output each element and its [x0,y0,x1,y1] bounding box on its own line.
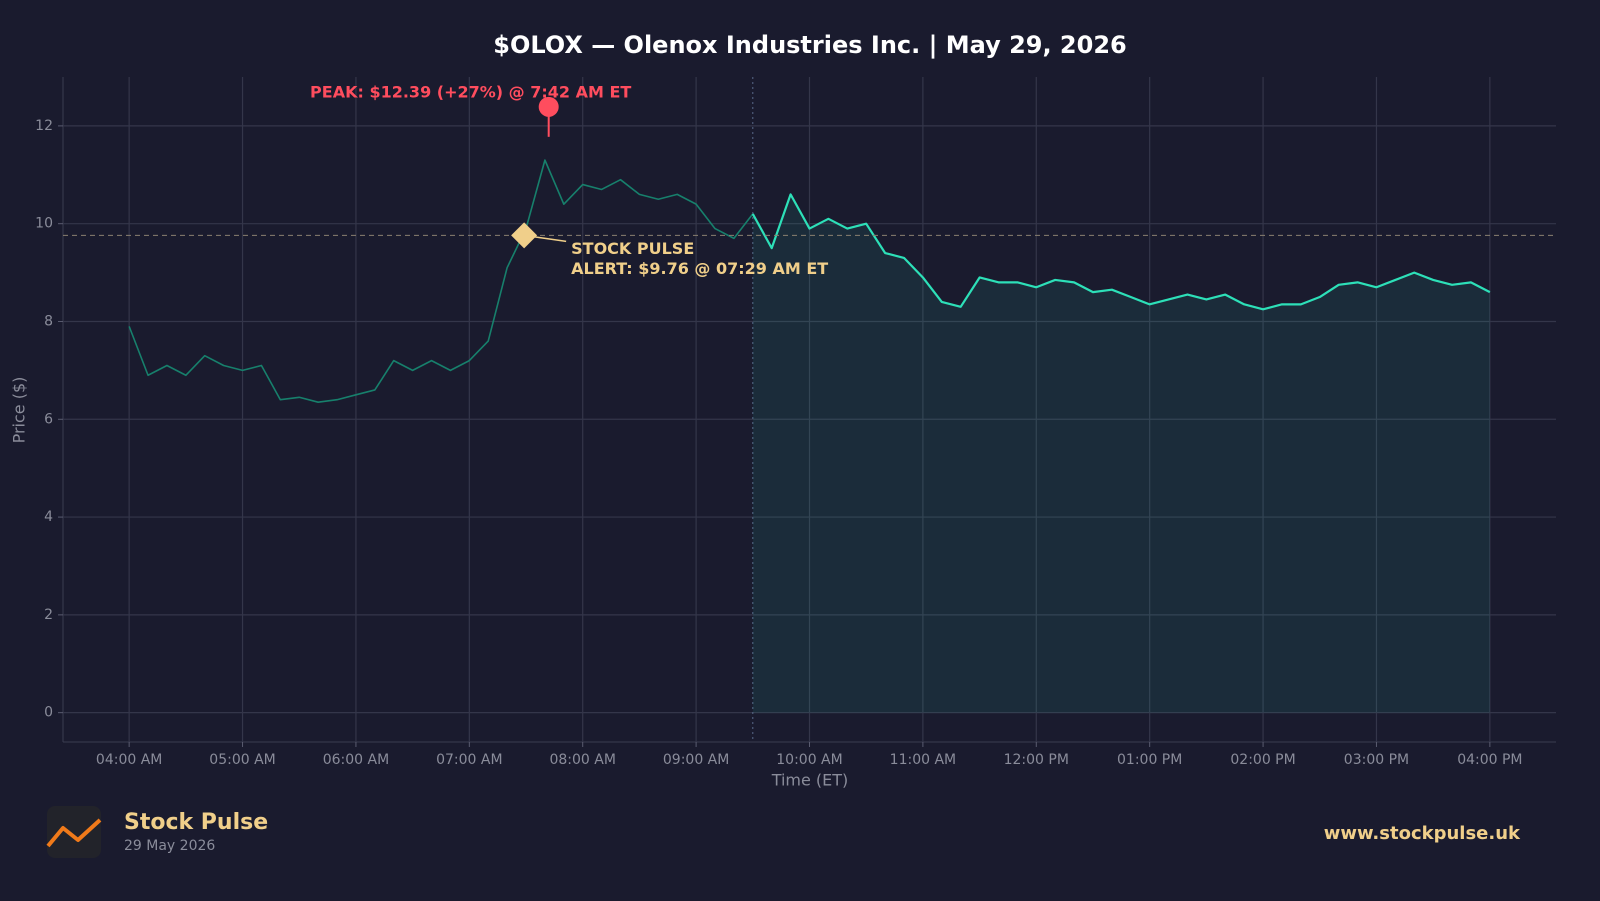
alert-label: STOCK PULSE [571,239,694,258]
x-axis-label: Time (ET) [771,771,849,790]
price-line [751,193,1491,311]
x-tick-label: 09:00 AM [663,752,729,768]
x-tick-label: 08:00 AM [549,752,615,768]
x-tick-label: 12:00 PM [1004,752,1069,768]
brand-name: Stock Pulse [124,810,268,835]
area-fill [752,194,1490,713]
y-tick-label: 4 [44,509,53,525]
chart-title: $OLOX — Olenox Industries Inc. | May 29,… [493,31,1126,59]
x-tick-label: 06:00 AM [323,752,389,768]
y-tick-label: 2 [44,607,53,623]
x-tick-label: 04:00 AM [96,752,162,768]
y-tick-label: 12 [35,118,53,134]
y-tick-label: 10 [35,216,53,232]
alert-marker [511,222,538,249]
x-tick-label: 07:00 AM [436,752,502,768]
website-url: www.stockpulse.uk [1324,823,1521,844]
x-tick-label: 04:00 PM [1457,752,1522,768]
x-tick-label: 02:00 PM [1230,752,1295,768]
y-axis-label: Price ($) [10,377,29,444]
brand-date: 29 May 2026 [124,838,215,854]
peak-label: PEAK: $12.39 (+27%) @ 7:42 AM ET [310,82,631,101]
premarket-line [128,159,754,403]
x-tick-label: 01:00 PM [1117,752,1182,768]
y-tick-label: 8 [44,313,53,329]
x-tick-label: 11:00 AM [890,752,956,768]
logo [46,806,102,858]
x-tick-label: 10:00 AM [776,752,842,768]
x-tick-label: 03:00 PM [1344,752,1409,768]
y-tick-label: 6 [44,411,53,427]
alert-label: ALERT: $9.76 @ 07:29 AM ET [571,259,828,278]
peak-marker [538,96,559,117]
y-tick-label: 0 [44,705,53,721]
x-tick-label: 05:00 AM [209,752,275,768]
